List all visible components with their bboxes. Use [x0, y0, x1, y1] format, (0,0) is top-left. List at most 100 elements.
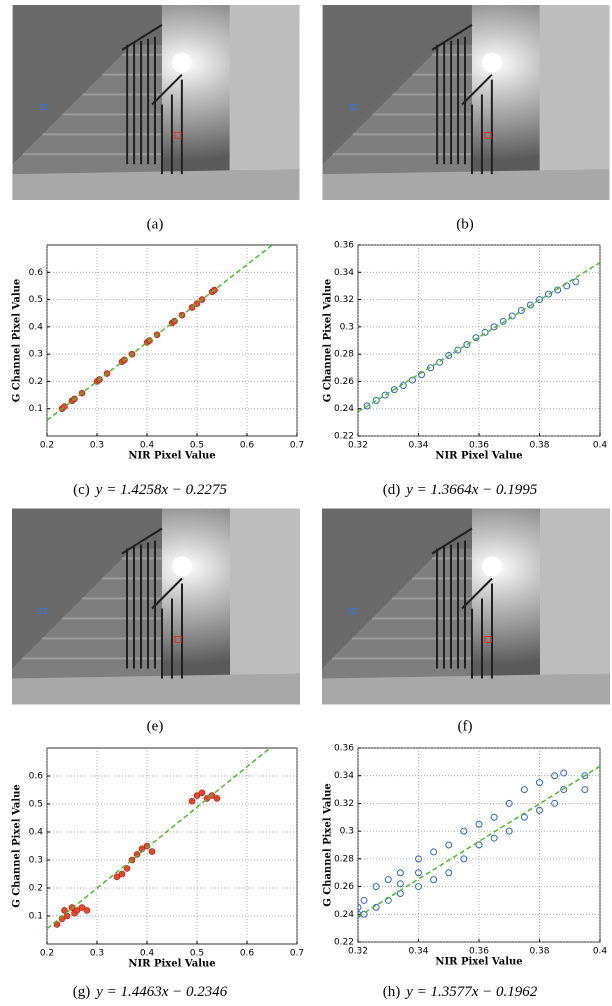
y-tick-label: 0.3	[29, 350, 43, 360]
point	[381, 391, 389, 399]
point	[445, 352, 453, 360]
chart-caption: (h) y = 1.3577x − 0.1962	[383, 984, 538, 1000]
x-tick-label: 0.3	[90, 949, 104, 959]
x-tick-label: 0.2	[40, 949, 54, 959]
point	[118, 870, 126, 878]
point	[78, 904, 86, 911]
photo	[322, 508, 610, 705]
fit-line	[47, 748, 272, 930]
x-tick-label: 0.4	[593, 441, 608, 451]
point	[396, 880, 404, 888]
y-tick-label: 0.32	[334, 799, 354, 809]
fit-equation: y = 1.4463x − 0.2346	[94, 984, 228, 1000]
chart: 0.32 0.34 0.36 0.38 0.4 0.22 0.24 0.26 0.28 0.3 0.…	[323, 241, 608, 499]
point	[505, 827, 513, 835]
point	[415, 855, 422, 863]
x-tick-label: 0.3	[90, 441, 104, 451]
point	[63, 912, 71, 920]
point	[472, 334, 480, 342]
y-tick-label: 0.6	[29, 772, 44, 782]
y-axis-label: G Channel Pixel Value	[323, 783, 334, 907]
y-tick-label: 0.4	[29, 322, 44, 332]
chart: 0.2 0.3 0.4 0.5 0.6 0.7 0.1 0.2 0.3 0.4 0.5 0.6 NIR …	[12, 244, 304, 498]
point	[454, 346, 462, 354]
point	[198, 789, 206, 797]
point	[430, 848, 438, 856]
y-tick-label: 0.3	[340, 322, 354, 332]
point	[505, 799, 513, 807]
fit-line	[47, 245, 274, 421]
y-tick-label: 0.1	[29, 404, 43, 414]
fit-equation: y = 1.3577x − 0.1962	[404, 984, 538, 1000]
point	[581, 772, 589, 780]
x-tick-label: 0.4	[593, 947, 608, 957]
point	[463, 341, 471, 349]
point	[581, 786, 589, 794]
y-tick-label: 0.2	[29, 884, 43, 894]
point	[384, 876, 392, 884]
x-tick-label: 0.38	[529, 947, 549, 957]
chart: 0.2 0.3 0.4 0.5 0.6 0.7 0.1 0.2 0.3 0.4 0.5 0.6 NIR …	[12, 747, 304, 1000]
x-tick-label: 0.32	[348, 947, 368, 957]
photo-caption: (f)	[458, 718, 473, 734]
y-tick-label: 0.22	[334, 938, 354, 948]
photo-caption: (e)	[147, 718, 164, 734]
x-axis-label: NIR Pixel Value	[128, 451, 215, 462]
point	[430, 876, 438, 884]
point	[415, 883, 422, 891]
y-tick-label: 0.3	[29, 856, 43, 866]
x-tick-label: 0.6	[240, 949, 255, 959]
point	[560, 786, 568, 794]
point	[390, 386, 398, 394]
x-tick-label: 0.7	[290, 441, 304, 451]
point	[499, 317, 507, 325]
caption-label: (g)	[73, 984, 91, 1000]
point	[526, 301, 534, 309]
y-tick-label: 0.28	[334, 854, 354, 864]
x-tick-label: 0.4	[140, 949, 155, 959]
fit-equation: y = 1.3664x − 0.1995	[404, 482, 538, 498]
y-tick-label: 0.36	[334, 241, 354, 251]
point	[372, 397, 380, 405]
photo-caption: (b)	[456, 216, 474, 232]
photo-caption: (a)	[147, 216, 164, 232]
point	[460, 827, 468, 835]
point	[372, 883, 380, 891]
point	[123, 865, 131, 872]
plot-area	[46, 747, 298, 945]
plot	[47, 245, 274, 421]
point	[551, 799, 559, 807]
x-tick-label: 0.32	[348, 441, 368, 451]
point	[83, 907, 91, 914]
y-tick-label: 0.26	[334, 377, 354, 387]
x-axis-label: NIR Pixel Value	[128, 959, 215, 970]
point	[73, 907, 81, 914]
point	[490, 834, 498, 842]
y-tick-label: 0.34	[334, 771, 354, 781]
point	[363, 402, 371, 410]
plot-area	[46, 244, 298, 437]
point	[536, 779, 543, 787]
x-tick-label: 0.7	[290, 949, 304, 959]
fit-equation: y = 1.4258x − 0.2275	[94, 482, 228, 498]
y-tick-label: 0.26	[334, 882, 354, 892]
x-tick-label: 0.36	[469, 441, 489, 451]
point	[427, 364, 435, 372]
point	[551, 772, 559, 780]
point	[193, 792, 201, 799]
x-tick-label: 0.38	[529, 441, 549, 451]
point	[460, 855, 468, 863]
x-tick-label: 0.36	[469, 947, 489, 957]
point	[520, 786, 528, 794]
point	[545, 290, 553, 298]
point	[490, 813, 498, 821]
point	[517, 306, 525, 314]
y-tick-label: 0.34	[334, 268, 354, 278]
plot	[47, 748, 272, 930]
point	[520, 813, 528, 821]
point	[188, 797, 196, 805]
point	[572, 278, 580, 286]
y-tick-label: 0.6	[29, 268, 44, 278]
y-tick-label: 0.32	[334, 295, 354, 305]
